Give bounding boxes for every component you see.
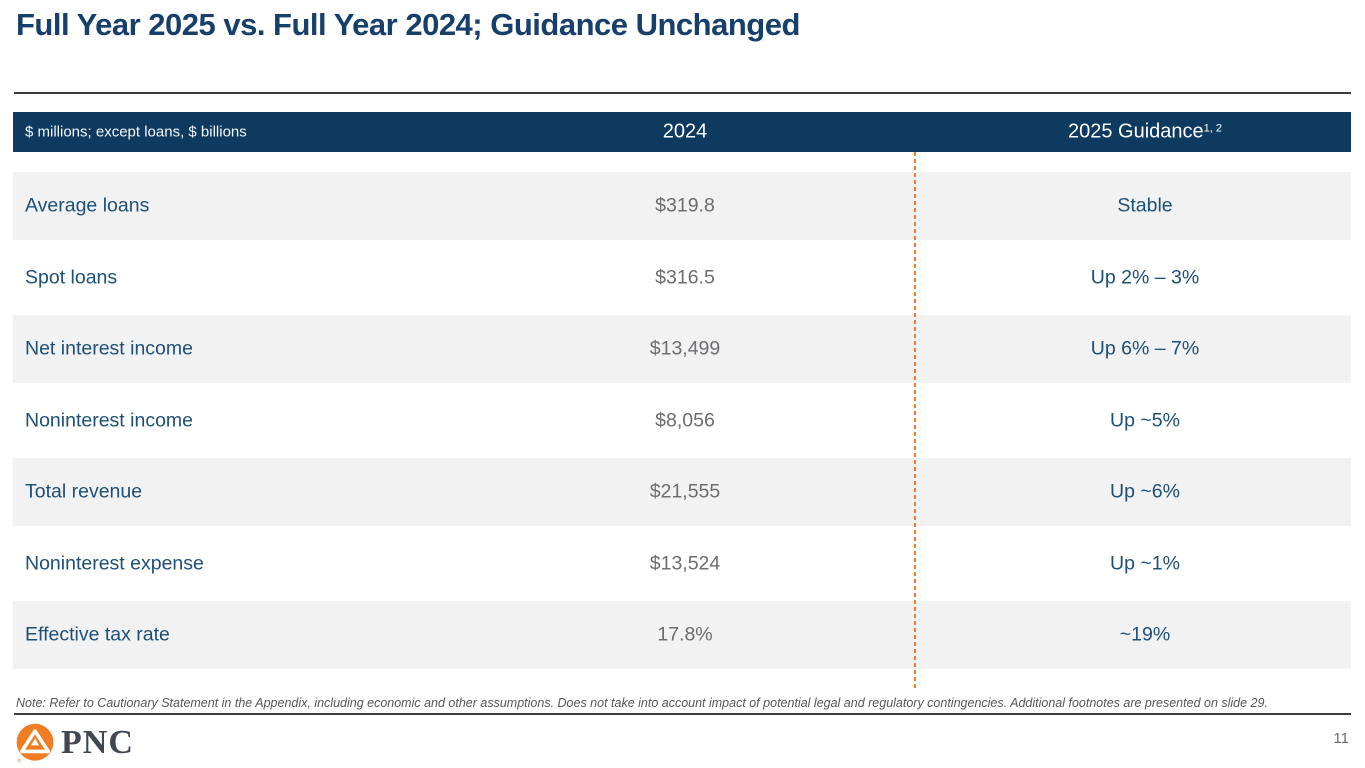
row-label: Average loans xyxy=(25,194,150,217)
row-label: Spot loans xyxy=(25,266,118,288)
registered-symbol: ® xyxy=(17,758,22,763)
bottom-divider xyxy=(14,713,1351,715)
table-row: Effective tax rate 17.8% ~19% xyxy=(13,601,1351,669)
row-value-2024: 17.8% xyxy=(657,623,713,646)
row-label: Effective tax rate xyxy=(25,623,170,646)
row-value-2024: $319.8 xyxy=(655,194,715,217)
row-value-2024: $8,056 xyxy=(655,409,715,431)
slide-title: Full Year 2025 vs. Full Year 2024; Guida… xyxy=(16,7,800,42)
pnc-wordmark: PNC xyxy=(61,724,134,761)
row-guidance: Up ~5% xyxy=(1110,409,1180,431)
row-label: Total revenue xyxy=(25,480,143,503)
top-divider xyxy=(14,92,1351,94)
column-header-guidance-text: 2025 Guidance xyxy=(1067,120,1204,143)
guidance-footnote-superscript: 1, 2 xyxy=(1203,122,1223,135)
row-value-2024: $13,524 xyxy=(649,552,721,574)
table-row: Average loans $319.8 Stable xyxy=(13,172,1351,240)
column-divider-dotted-line xyxy=(914,152,916,690)
footnote-text: Note: Refer to Cautionary Statement in t… xyxy=(16,696,1268,710)
row-value-2024: $21,555 xyxy=(649,480,721,503)
table-row: Total revenue $21,555 Up ~6% xyxy=(13,458,1351,526)
column-header-2024: 2024 xyxy=(662,120,708,143)
row-guidance: ~19% xyxy=(1119,623,1171,646)
row-guidance: Up ~1% xyxy=(1110,552,1180,574)
pnc-logo: ® PNC xyxy=(15,723,134,763)
table-row: Spot loans $316.5 Up 2% – 3% xyxy=(13,243,1351,312)
row-guidance: Up 2% – 3% xyxy=(1090,266,1200,288)
table-unit-label: $ millions; except loans, $ billions xyxy=(25,123,247,141)
table-body: Average loans $319.8 Stable Spot loans $… xyxy=(13,172,1351,669)
row-guidance: Up 6% – 7% xyxy=(1090,337,1200,360)
row-label: Noninterest expense xyxy=(25,552,204,574)
row-label: Noninterest income xyxy=(25,409,193,431)
table-row: Noninterest expense $13,524 Up ~1% xyxy=(13,529,1351,598)
row-label: Net interest income xyxy=(25,337,193,360)
guidance-table: $ millions; except loans, $ billions 202… xyxy=(13,112,1351,669)
page-number: 11 xyxy=(1333,730,1349,747)
column-header-guidance: 2025 Guidance1, 2 xyxy=(1068,121,1222,144)
table-row: Noninterest income $8,056 Up ~5% xyxy=(13,386,1351,455)
table-row: Net interest income $13,499 Up 6% – 7% xyxy=(13,315,1351,383)
row-guidance: Stable xyxy=(1117,194,1173,217)
row-value-2024: $316.5 xyxy=(655,266,715,288)
pnc-triangle-icon: ® xyxy=(16,723,54,763)
row-value-2024: $13,499 xyxy=(649,337,721,360)
row-guidance: Up ~6% xyxy=(1110,480,1180,503)
table-header-row: $ millions; except loans, $ billions 202… xyxy=(13,112,1351,152)
